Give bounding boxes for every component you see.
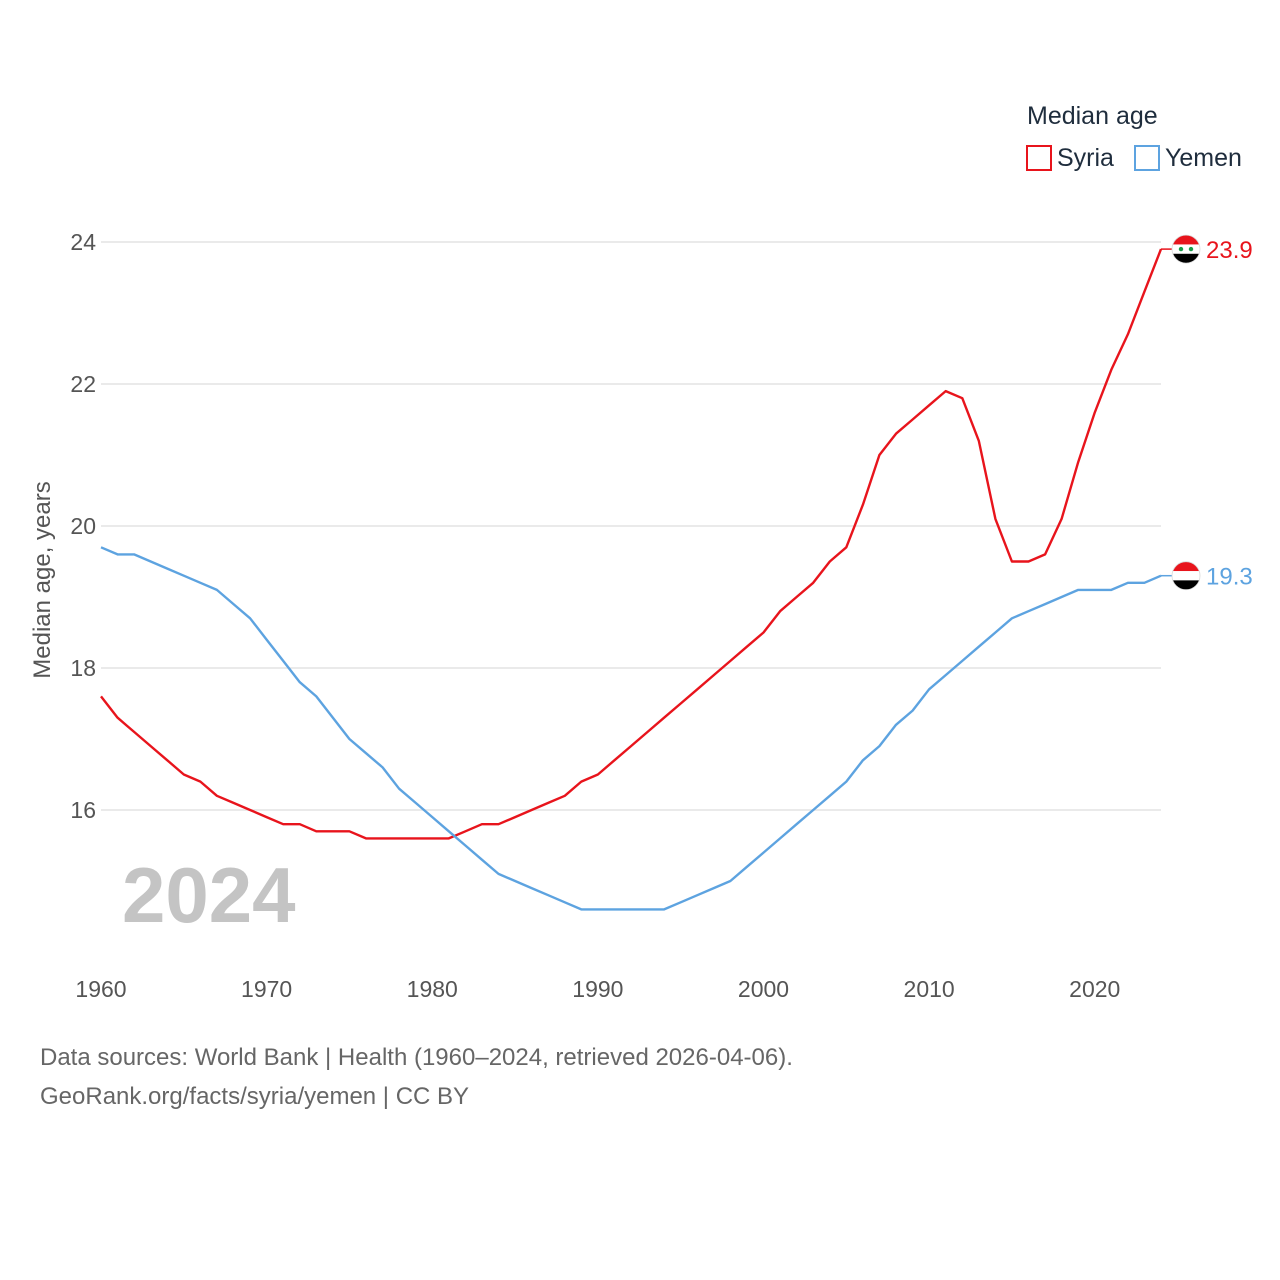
legend-swatch-syria [1026,145,1052,171]
x-tick-label: 1990 [572,976,623,1002]
x-tick-label: 2000 [738,976,789,1002]
y-tick-label: 18 [70,655,96,681]
legend: Median age Syria Yemen [1026,102,1242,172]
flag-yemen-icon [1172,561,1200,590]
y-axis-ticks: 16 18 20 22 24 [70,229,96,823]
end-label-yemen: 19.3 [1206,564,1253,591]
legend-label-syria: Syria [1057,144,1114,172]
series-line-syria [100,248,1163,840]
x-tick-label: 2010 [904,976,955,1002]
legend-item-yemen[interactable]: Yemen [1134,144,1242,172]
legend-swatch-yemen [1134,145,1160,171]
source-note: Data sources: World Bank | Health (1960–… [40,1044,793,1071]
x-tick-label: 1980 [407,976,458,1002]
y-tick-label: 16 [70,797,96,823]
legend-title: Median age [1027,102,1158,130]
year-watermark: 2024 [122,851,296,939]
y-tick-label: 24 [70,229,96,255]
source-link[interactable]: GeoRank.org/facts/syria/yemen | CC BY [40,1083,470,1110]
end-label-syria: 23.9 [1206,237,1253,264]
y-tick-label: 22 [70,371,96,397]
x-tick-label: 2020 [1069,976,1120,1002]
y-axis-title: Median age, years [29,481,56,678]
legend-item-syria[interactable]: Syria [1026,144,1114,172]
x-tick-label: 1970 [241,976,292,1002]
series-end-markers: 23.9 19.3 [1161,234,1253,591]
x-tick-label: 1960 [75,976,126,1002]
legend-label-yemen: Yemen [1165,144,1242,172]
series-lines [100,248,1163,911]
series-line-yemen [100,546,1162,911]
y-tick-label: 20 [70,513,96,539]
flag-syria-icon [1172,235,1200,264]
x-axis-ticks: 1960 1970 1980 1990 2000 2010 2020 [75,976,1120,1002]
grid [101,241,1161,811]
